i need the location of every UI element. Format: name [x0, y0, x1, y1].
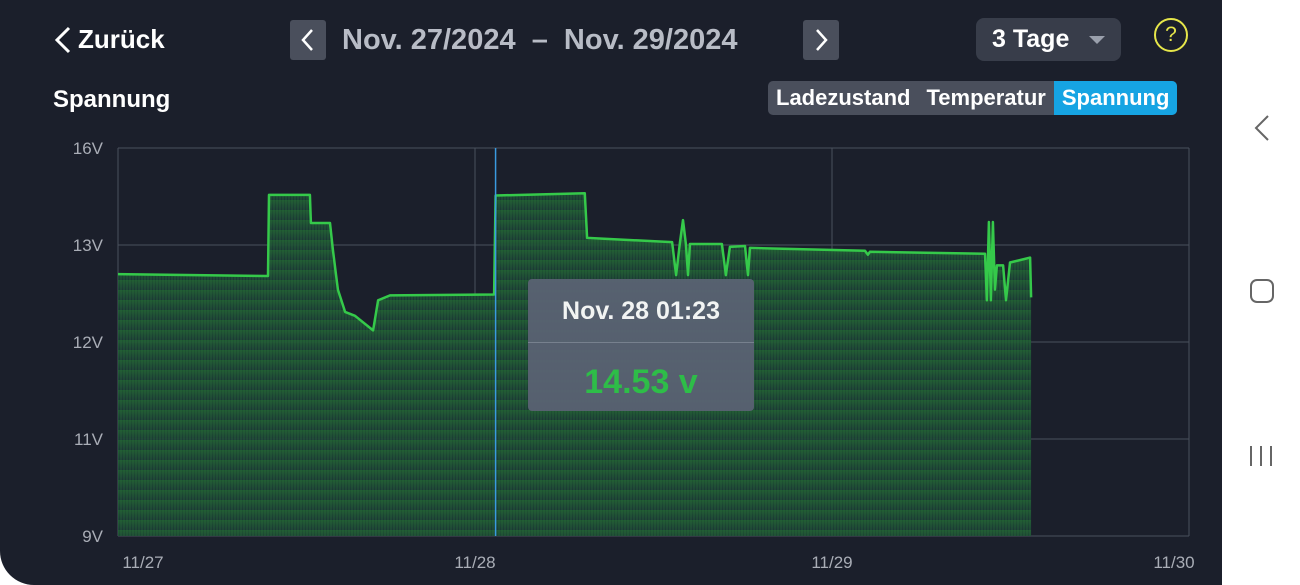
help-button[interactable]: ? [1154, 18, 1188, 52]
x-tick-label: 11/30 [1153, 553, 1194, 572]
chart-tooltip: Nov. 28 01:23 14.53 v [528, 279, 754, 411]
tab-temperatur[interactable]: Temperatur [926, 85, 1046, 110]
app-screen: Zurück Nov. 27/2024 – Nov. 29/2024 3 Tag… [0, 0, 1222, 585]
chevron-left-icon [54, 26, 71, 53]
system-back-icon[interactable] [1254, 115, 1269, 141]
help-icon: ? [1165, 23, 1177, 46]
y-tick-label: 13V [73, 236, 104, 255]
tooltip-value: 14.53 v [584, 363, 698, 401]
next-range-button[interactable] [803, 20, 839, 60]
previous-range-button[interactable] [290, 20, 326, 60]
chevron-right-icon [816, 29, 828, 51]
voltage-line [117, 192, 1033, 332]
y-tick-label: 11V [74, 430, 104, 449]
system-home-icon[interactable] [1250, 279, 1274, 303]
tooltip-divider [528, 342, 754, 343]
tab-ladezustand[interactable]: Ladezustand [776, 85, 911, 110]
y-tick-label: 9V [82, 527, 103, 546]
system-recents-icon[interactable] [1250, 446, 1272, 466]
period-select-value: 3 Tage [992, 25, 1070, 53]
x-tick-label: 11/28 [454, 553, 495, 572]
period-select[interactable]: 3 Tage [976, 18, 1121, 61]
date-range: Nov. 27/2024 – Nov. 29/2024 [342, 24, 738, 56]
metric-tabs: Ladezustand Temperatur Spannung [768, 81, 1178, 115]
y-tick-label: 16V [73, 139, 104, 158]
dropdown-arrow-icon [1089, 35, 1106, 44]
x-tick-label: 11/27 [122, 553, 163, 572]
chart-subtitle: Spannung [53, 86, 171, 113]
tooltip-time: Nov. 28 01:23 [562, 297, 720, 325]
chevron-left-icon [301, 29, 313, 51]
back-label: Zurück [78, 24, 165, 54]
y-tick-label: 12V [73, 333, 104, 352]
back-button[interactable]: Zurück [52, 24, 165, 55]
tab-spannung[interactable]: Spannung [1053, 81, 1178, 115]
system-navigation-bar [1250, 115, 1274, 466]
x-tick-label: 11/29 [811, 553, 852, 572]
